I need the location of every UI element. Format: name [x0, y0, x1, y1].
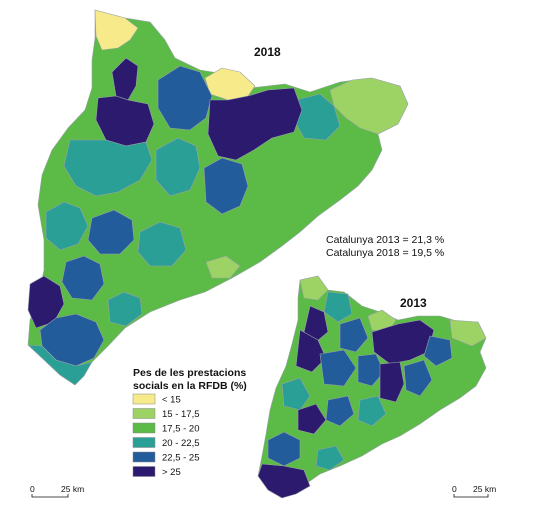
region-2013-alt-emporda: [449, 319, 487, 347]
region-2018-urgell: [87, 209, 135, 255]
region-2013-bages: [379, 361, 405, 403]
legend-swatch-1: [132, 408, 156, 419]
region-2018-val-aran: [94, 9, 139, 51]
legend-items: < 15 15 - 17,5 17,5 - 20 20 - 22,5 22,5 - 25…: [132, 393, 200, 478]
region-2013-pallars: [303, 305, 329, 343]
scale-bar-2013-distance: 25 km: [473, 484, 496, 494]
region-2013-alt-urgell: [339, 317, 369, 353]
region-2013-noguera: [319, 349, 357, 387]
scale-bar-2018-zero: 0: [30, 484, 35, 494]
region-2018-alt-urgell: [157, 65, 213, 131]
legend-swatch-2: [132, 422, 156, 434]
region-2018-terra-alta: [27, 275, 65, 329]
region-2018-tarragones: [107, 291, 143, 327]
map-2018: [27, 9, 409, 386]
legend-label-5: > 25: [162, 467, 181, 478]
region-2013-pallars-jussa: [295, 329, 327, 373]
region-2018-montsia: [27, 344, 93, 386]
region-2018-alt-emporda: [329, 77, 409, 135]
region-2018-garraf: [205, 255, 241, 279]
legend-swatch-5: [132, 466, 156, 477]
region-2013-val-aran: [299, 275, 329, 301]
legend-label-3: 20 - 22,5: [162, 438, 200, 449]
region-2013-baix-ebre: [257, 463, 311, 499]
region-2013-urgell: [297, 403, 327, 435]
region-2013-segria: [281, 377, 311, 411]
region-2013-terra-alta: [267, 431, 301, 467]
stat-catalunya-2018: Catalunya 2018 = 19,5 %: [326, 247, 444, 259]
stat-catalunya-2013: Catalunya 2013 = 21,3 %: [326, 234, 444, 246]
region-2018-anoia: [137, 221, 187, 267]
legend-label-0: < 15: [162, 395, 181, 406]
scale-bar-2018: 0 25 km: [30, 484, 84, 498]
region-2018-pallars-jussa: [95, 95, 155, 147]
legend-swatch-0: [132, 393, 156, 405]
legend-swatch-3: [132, 437, 156, 448]
region-2013-conca: [325, 395, 355, 427]
map-2013-title: 2013: [400, 296, 427, 310]
legend-label-1: 15 - 17,5: [162, 409, 200, 420]
legend: Pes de les prestacions socials en la RFD…: [132, 367, 247, 478]
region-2013-alta-ribagorca: [323, 291, 353, 323]
region-2018-bergueda: [207, 87, 303, 161]
scale-bar-2013: 0 25 km: [452, 484, 496, 498]
scale-bar-2018-line: [31, 494, 69, 498]
region-2018-cerdanya: [204, 67, 256, 101]
map-2018-title: 2018: [254, 45, 281, 59]
map-2013: [257, 275, 487, 499]
region-2018-conca: [61, 255, 105, 301]
region-2013-anoia: [357, 395, 387, 427]
region-2018-noguera: [63, 139, 153, 197]
legend-label-2: 17,5 - 20: [162, 424, 200, 435]
legend-title-line1: Pes de les prestacions: [133, 367, 246, 379]
legend-label-4: 22,5 - 25: [162, 453, 200, 464]
scale-bar-2013-line: [453, 494, 489, 498]
region-2013-osona: [403, 359, 433, 397]
region-2013-tarragones: [315, 445, 345, 471]
region-2013-garrotxa: [423, 335, 453, 367]
scale-bar-2013-zero: 0: [452, 484, 457, 494]
region-2018-bages: [203, 157, 249, 215]
region-2013-solsones: [357, 353, 385, 387]
region-2018-solsones: [155, 137, 201, 197]
legend-title-line2: socials en la RFDB (%): [133, 380, 247, 392]
region-2018-segria: [45, 201, 89, 251]
scale-bar-2018-distance: 25 km: [61, 484, 84, 494]
legend-swatch-4: [132, 451, 156, 463]
